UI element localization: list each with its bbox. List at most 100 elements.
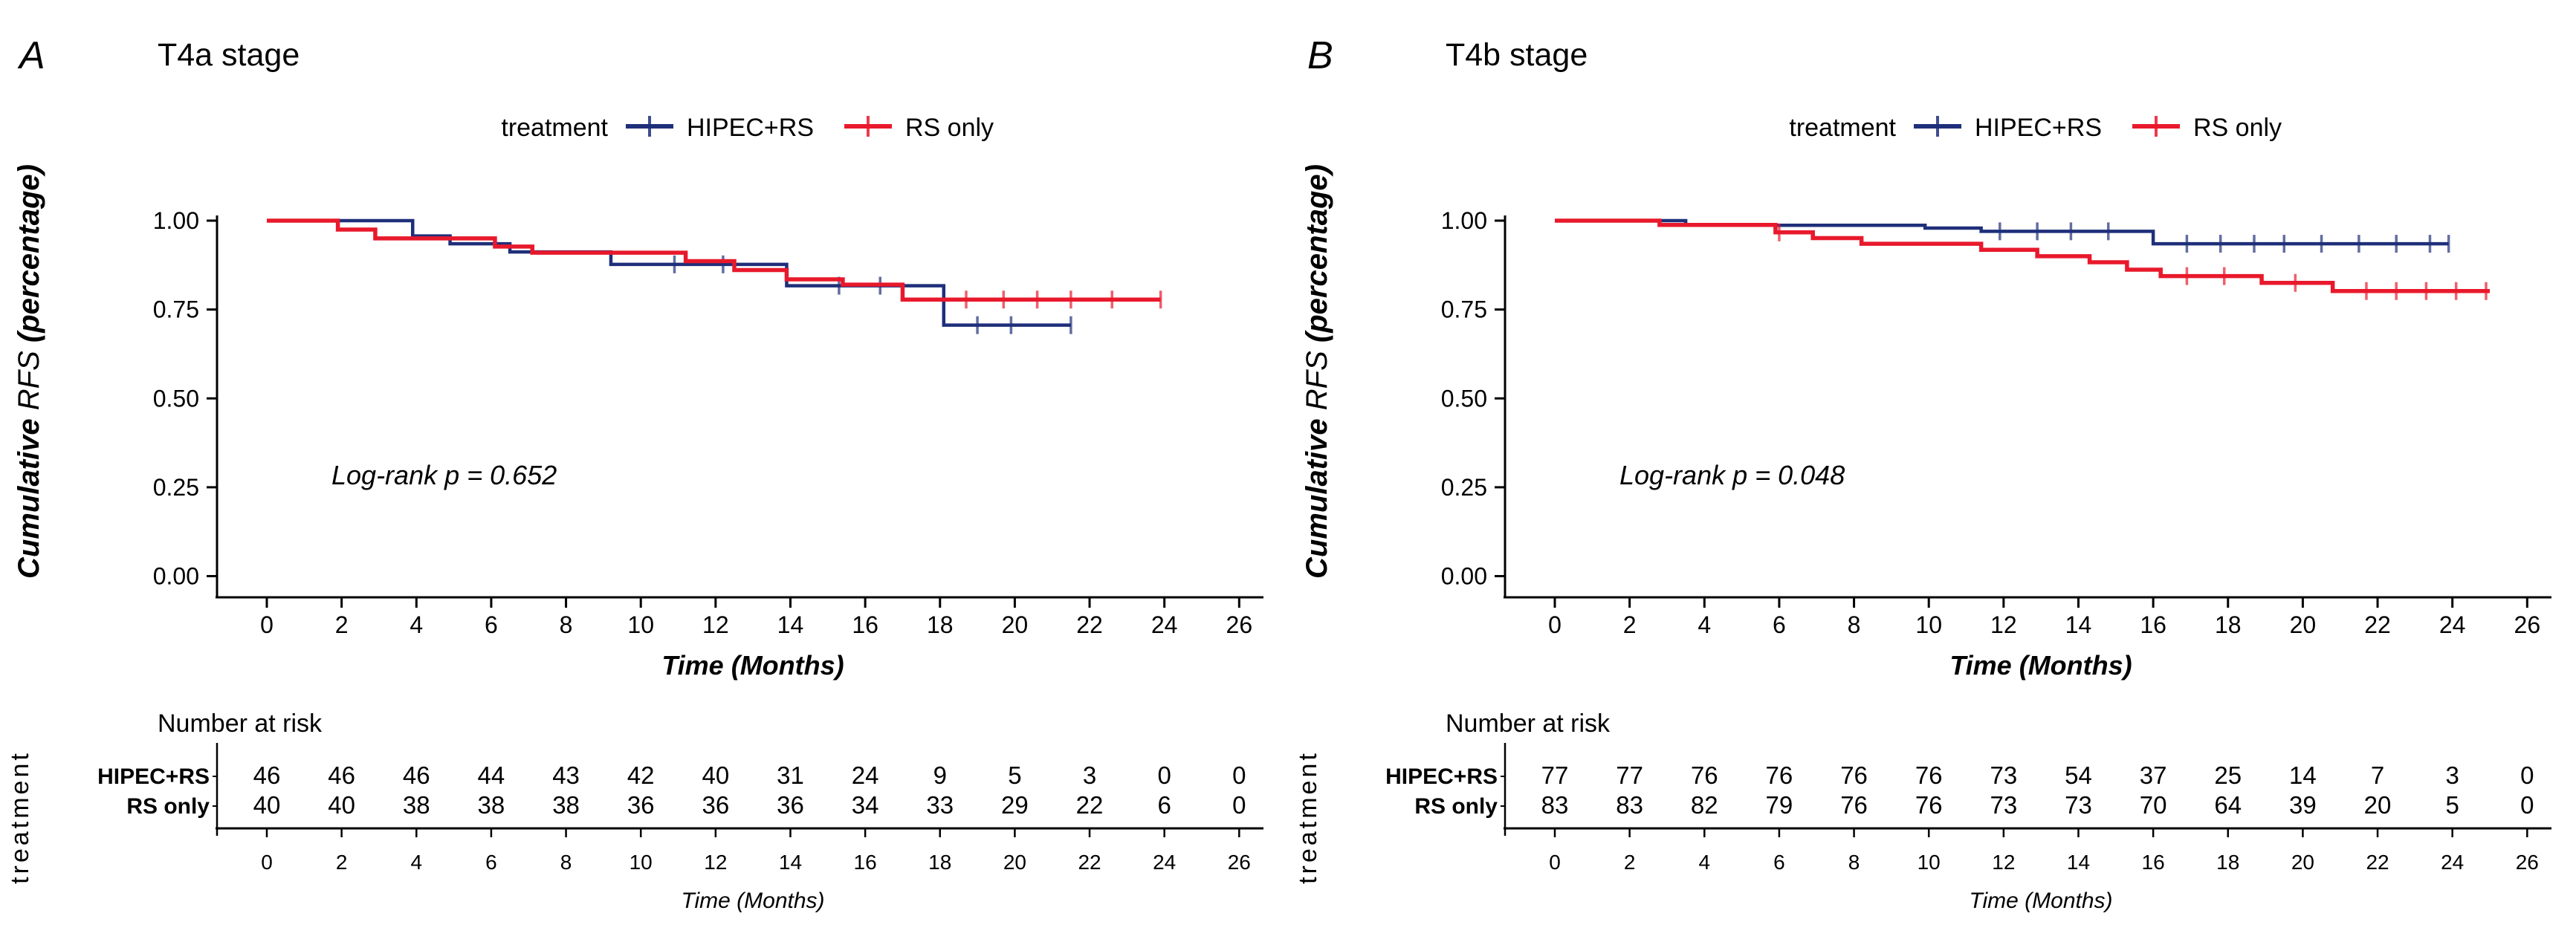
risk-row-label: HIPEC+RS bbox=[97, 764, 210, 789]
risk-count: 5 bbox=[2446, 791, 2459, 819]
x-axis-title: Time (Months) bbox=[661, 650, 844, 681]
y-tick-label: 0.25 bbox=[1441, 474, 1487, 501]
x-tick-label: 8 bbox=[560, 611, 573, 638]
risk-x-tick-label: 4 bbox=[1698, 851, 1710, 874]
risk-count: 77 bbox=[1541, 761, 1569, 789]
x-tick-label: 4 bbox=[410, 611, 423, 638]
risk-count: 73 bbox=[2065, 791, 2092, 819]
y-tick-label: 0.50 bbox=[153, 385, 199, 412]
risk-count: 76 bbox=[1766, 761, 1793, 789]
risk-row-label: RS only bbox=[126, 794, 210, 819]
y-tick-label: 0.75 bbox=[153, 296, 199, 323]
risk-table-side-label: treatment bbox=[6, 750, 34, 884]
panel-t4b: B T4b stage treatment HIPEC+RS RS only 1.00 0.… bbox=[1288, 0, 2576, 945]
risk-count: 31 bbox=[777, 761, 804, 789]
x-tick-label: 22 bbox=[1076, 611, 1103, 638]
x-tick-label: 18 bbox=[927, 611, 954, 638]
risk-x-tick-label: 26 bbox=[1228, 851, 1251, 874]
risk-x-tick-label: 6 bbox=[1773, 851, 1785, 874]
risk-count: 42 bbox=[627, 761, 655, 789]
legend-title: treatment bbox=[501, 114, 608, 142]
x-axis-title: Time (Months) bbox=[1949, 650, 2132, 681]
risk-x-tick-label: 16 bbox=[854, 851, 877, 874]
x-tick-label: 6 bbox=[485, 611, 498, 638]
risk-count: 38 bbox=[552, 791, 580, 819]
risk-count: 24 bbox=[852, 761, 879, 789]
risk-count: 76 bbox=[1840, 791, 1868, 819]
risk-x-tick-label: 20 bbox=[1003, 851, 1026, 874]
page-title: T4a stage bbox=[158, 37, 300, 73]
risk-x-tick-label: 2 bbox=[1624, 851, 1636, 874]
risk-x-axis-title: Time (Months) bbox=[681, 889, 824, 913]
risk-count: 3 bbox=[2446, 761, 2459, 789]
risk-x-tick-label: 18 bbox=[928, 851, 951, 874]
y-axis-title: Cumulative RFS (percentage) bbox=[13, 164, 45, 579]
page-title: T4b stage bbox=[1446, 37, 1588, 73]
y-tick-label: 0.00 bbox=[1441, 563, 1487, 590]
risk-x-tick-label: 2 bbox=[336, 851, 348, 874]
risk-row-label: RS only bbox=[1414, 794, 1498, 819]
x-tick-label: 0 bbox=[260, 611, 274, 638]
risk-count: 40 bbox=[253, 791, 281, 819]
risk-count: 6 bbox=[1158, 791, 1171, 819]
y-tick-label: 1.00 bbox=[153, 207, 199, 234]
y-tick-label: 0.50 bbox=[1441, 385, 1487, 412]
risk-table-side-label: treatment bbox=[1294, 750, 1322, 884]
legend-label: HIPEC+RS bbox=[1975, 114, 2102, 142]
risk-count: 3 bbox=[1083, 761, 1096, 789]
risk-row-label: HIPEC+RS bbox=[1385, 764, 1498, 789]
x-tick-label: 20 bbox=[1002, 611, 1029, 638]
x-tick-label: 14 bbox=[777, 611, 804, 638]
risk-x-tick-label: 22 bbox=[1078, 851, 1101, 874]
risk-x-tick-label: 20 bbox=[2291, 851, 2314, 874]
risk-count: 73 bbox=[1990, 761, 2017, 789]
risk-count: 14 bbox=[2289, 761, 2317, 789]
x-tick-label: 26 bbox=[1226, 611, 1253, 638]
risk-x-tick-label: 26 bbox=[2516, 851, 2539, 874]
risk-count: 82 bbox=[1691, 791, 1718, 819]
risk-x-tick-label: 24 bbox=[2441, 851, 2464, 874]
risk-x-tick-label: 8 bbox=[560, 851, 572, 874]
risk-count: 5 bbox=[1008, 761, 1021, 789]
risk-table-title: Number at risk bbox=[158, 709, 323, 738]
risk-count: 39 bbox=[2289, 791, 2317, 819]
legend-title: treatment bbox=[1789, 114, 1896, 142]
risk-count: 73 bbox=[1990, 791, 2017, 819]
panel-letter: B bbox=[1307, 34, 1333, 77]
risk-count: 36 bbox=[627, 791, 655, 819]
risk-count: 9 bbox=[933, 761, 947, 789]
x-tick-label: 12 bbox=[1990, 611, 2017, 638]
risk-count: 38 bbox=[478, 791, 505, 819]
risk-table-title: Number at risk bbox=[1446, 709, 1611, 738]
risk-count: 0 bbox=[1158, 761, 1171, 789]
x-tick-label: 18 bbox=[2215, 611, 2242, 638]
risk-x-tick-label: 24 bbox=[1153, 851, 1176, 874]
risk-count: 33 bbox=[926, 791, 954, 819]
y-tick-label: 0.00 bbox=[153, 563, 199, 590]
risk-count: 29 bbox=[1001, 791, 1029, 819]
risk-count: 44 bbox=[478, 761, 505, 789]
x-tick-label: 2 bbox=[1623, 611, 1637, 638]
x-tick-label: 22 bbox=[2364, 611, 2391, 638]
risk-count: 25 bbox=[2214, 761, 2242, 789]
risk-x-tick-label: 10 bbox=[630, 851, 653, 874]
risk-count: 76 bbox=[1915, 791, 1943, 819]
risk-count: 0 bbox=[1232, 761, 1246, 789]
risk-count: 36 bbox=[777, 791, 804, 819]
risk-x-tick-label: 6 bbox=[485, 851, 497, 874]
km-curve-rs-only bbox=[1555, 218, 2490, 293]
risk-count: 36 bbox=[702, 791, 729, 819]
km-plot-B: B T4b stage treatment HIPEC+RS RS only 1.00 0.… bbox=[1294, 34, 2551, 913]
risk-count: 46 bbox=[403, 761, 430, 789]
risk-x-tick-label: 16 bbox=[2142, 851, 2165, 874]
y-tick-label: 1.00 bbox=[1441, 207, 1487, 234]
legend-label: RS only bbox=[2193, 114, 2282, 142]
x-tick-label: 26 bbox=[2514, 611, 2541, 638]
risk-count: 77 bbox=[1616, 761, 1643, 789]
x-tick-label: 20 bbox=[2290, 611, 2317, 638]
x-tick-label: 4 bbox=[1698, 611, 1711, 638]
risk-x-tick-label: 14 bbox=[2067, 851, 2090, 874]
x-tick-label: 12 bbox=[702, 611, 729, 638]
